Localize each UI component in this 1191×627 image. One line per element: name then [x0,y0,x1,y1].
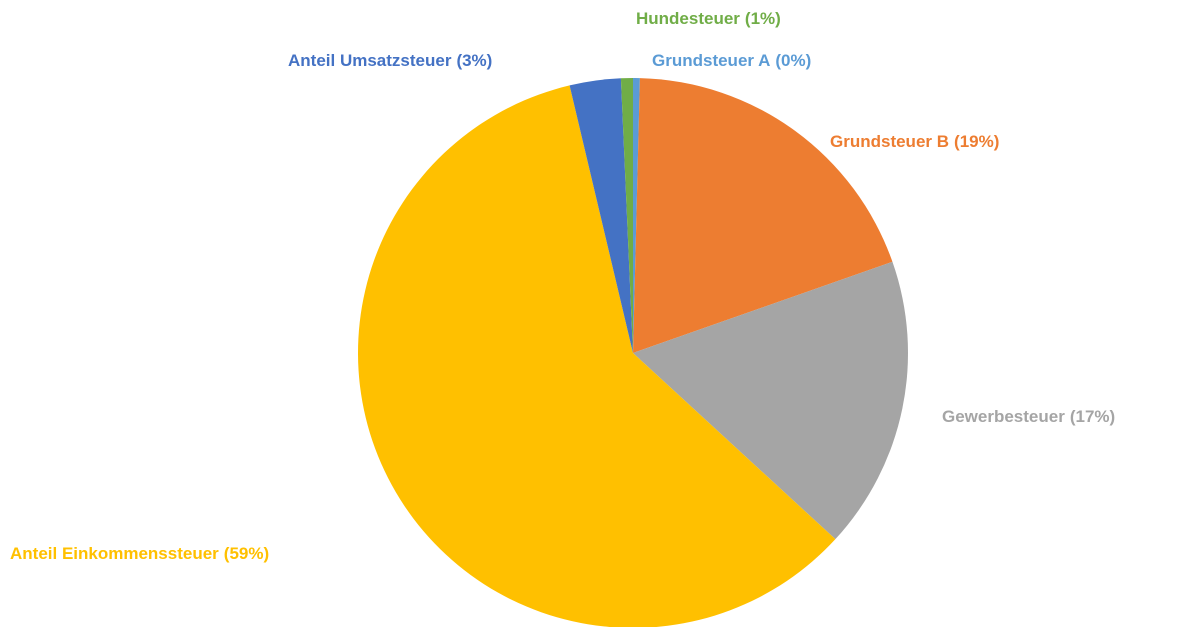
slice-label-value: (19%) [954,132,999,151]
slice-label: Grundsteuer A (0%) [652,51,811,70]
slice-label: Anteil Einkommenssteuer (59%) [10,544,269,563]
slice-label-name: Grundsteuer A [652,51,770,70]
pie-slice [633,78,893,353]
slice-label: Hundesteuer (1%) [636,9,781,28]
pie-slice [569,78,633,353]
slice-label-value: (1%) [745,9,781,28]
pie-slice [633,261,908,540]
slice-label-value: (17%) [1070,407,1115,426]
slice-label-name: Grundsteuer B [830,132,949,151]
slice-label: Gewerbesteuer (17%) [942,407,1115,426]
slice-label-value: (0%) [775,51,811,70]
pie-slice [620,78,633,353]
slice-label-name: Anteil Einkommenssteuer [10,544,219,563]
slice-label-name: Hundesteuer [636,9,740,28]
slice-label: Grundsteuer B (19%) [830,132,999,151]
pie-slice [358,85,836,627]
pie-slice [633,78,640,353]
slice-label-value: (59%) [224,544,269,563]
slice-label-value: (3%) [456,51,492,70]
slice-label-name: Gewerbesteuer [942,407,1065,426]
slice-label-name: Anteil Umsatzsteuer [288,51,452,70]
slice-label: Anteil Umsatzsteuer (3%) [288,51,492,70]
